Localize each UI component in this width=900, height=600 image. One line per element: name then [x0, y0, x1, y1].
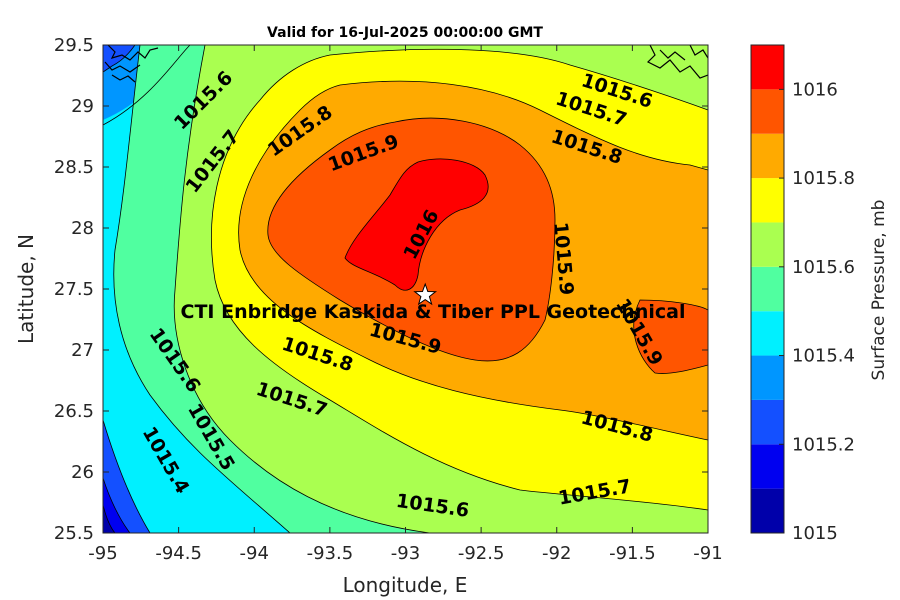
x-tick-label: -92	[542, 543, 571, 564]
y-tick-label: 29	[71, 96, 94, 117]
x-axis-label: Longitude, E	[343, 573, 468, 597]
site-marker-group: CTI Enbridge Kaskida & Tiber PPL Geotech…	[181, 282, 686, 323]
x-tick-label: -93.5	[307, 543, 354, 564]
level-1015.1-band	[103, 478, 130, 533]
colorbar-segment	[751, 355, 784, 400]
x-tick-label: -93	[391, 543, 420, 564]
colorbar-tick-label: 1015.8	[792, 168, 855, 189]
colorbar-segment	[751, 45, 784, 90]
contour-lines	[103, 45, 708, 533]
y-axis-label: Latitude, N	[14, 234, 38, 344]
x-tick-label: -95	[88, 543, 117, 564]
colorbar	[750, 44, 785, 534]
colorbar-segment	[751, 444, 784, 489]
x-tick-label: -91.5	[609, 543, 656, 564]
x-tick-label: -94.5	[155, 543, 202, 564]
y-tick-label: 27	[71, 340, 94, 361]
colorbar-tick-label: 1015.2	[792, 434, 855, 455]
y-tick-label: 26	[71, 462, 94, 483]
colorbar-tick-label: 1015.4	[792, 346, 855, 367]
colorbar-tick-label: 1015.6	[792, 257, 855, 278]
x-axis-ticks: -95 -94.5 -94 -93.5 -93 -92.5 -92 -91.5 -91	[88, 45, 723, 564]
x-tick-label: -91	[693, 543, 722, 564]
colorbar-segment	[751, 178, 784, 223]
colorbar-frame	[750, 44, 785, 534]
y-tick-label: 26.5	[54, 401, 94, 422]
y-tick-label: 28	[71, 218, 94, 239]
colorbar-tick-label: 1015	[792, 523, 838, 544]
site-star-icon	[413, 282, 438, 306]
y-axis-ticks: 25.5 26 26.5 27 27.5 28 28.5 29 29.5	[54, 35, 708, 544]
site-label: CTI Enbridge Kaskida & Tiber PPL Geotech…	[181, 301, 686, 323]
x-tick-label: -92.5	[458, 543, 505, 564]
colorbar-segment	[751, 311, 784, 356]
colorbar-tick-label: 1016	[792, 79, 838, 100]
level-1015.9-east-band	[633, 300, 708, 374]
level-1015.2-nw-band	[103, 45, 135, 72]
colorbar-ticks: 1015 1015.2 1015.4 1015.6 1015.8 1016	[779, 79, 855, 544]
chart-title: Valid for 16-Jul-2025 00:00:00 GMT	[267, 25, 543, 41]
y-tick-label: 27.5	[54, 279, 94, 300]
y-tick-label: 25.5	[54, 523, 94, 544]
colorbar-segment	[751, 266, 784, 312]
colorbar-segment	[751, 399, 784, 445]
level-1015.0-band	[103, 505, 115, 533]
level-1016-band	[345, 158, 489, 291]
y-tick-label: 29.5	[54, 35, 94, 56]
level-1015.2-band	[103, 420, 150, 533]
x-tick-label: -94	[240, 543, 269, 564]
colorbar-segment	[751, 222, 784, 267]
colorbar-segment	[751, 133, 784, 179]
colorbar-segment	[751, 488, 784, 533]
y-tick-label: 28.5	[54, 157, 94, 178]
coastline	[104, 45, 708, 83]
colorbar-label: Surface Pressure, mb	[869, 200, 889, 381]
colorbar-segment	[751, 89, 784, 134]
